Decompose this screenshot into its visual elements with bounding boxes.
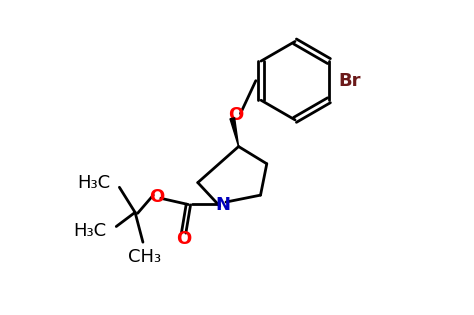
Text: H₃C: H₃C xyxy=(77,174,110,192)
Text: O: O xyxy=(176,230,191,248)
Text: O: O xyxy=(149,188,164,206)
Text: O: O xyxy=(228,106,243,124)
Text: N: N xyxy=(215,196,230,214)
Text: CH₃: CH₃ xyxy=(128,249,161,266)
Polygon shape xyxy=(230,118,238,146)
Text: H₃C: H₃C xyxy=(74,222,107,240)
Text: Br: Br xyxy=(338,72,361,90)
